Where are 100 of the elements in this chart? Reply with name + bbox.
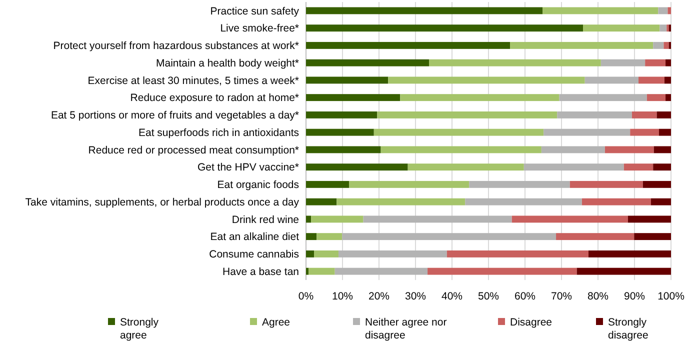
bar — [363, 216, 512, 223]
bar — [306, 250, 314, 258]
bar — [658, 128, 671, 136]
y-tick-label: Eat an alkaline diet — [210, 231, 300, 244]
bar — [559, 94, 647, 102]
bar — [428, 268, 577, 275]
bar — [632, 111, 657, 118]
bar — [542, 7, 658, 14]
bar — [306, 198, 337, 206]
y-tick-label: Reduce red or processed meat consumption* — [88, 144, 299, 156]
y-tick-label: Have a base tan — [222, 266, 300, 278]
bar — [446, 250, 589, 258]
bar — [570, 180, 643, 188]
x-tick-label: 80% — [587, 290, 609, 303]
bar — [583, 24, 660, 32]
bar — [638, 76, 664, 84]
bar — [584, 76, 639, 84]
bar — [656, 111, 671, 118]
bar — [380, 146, 542, 154]
bar — [557, 111, 632, 118]
bar — [306, 268, 309, 275]
x-tick-label: 20% — [368, 290, 390, 303]
bar — [314, 250, 338, 258]
bar — [306, 164, 408, 171]
bar — [308, 268, 335, 275]
bar — [600, 59, 646, 66]
bar — [556, 233, 634, 240]
bar — [306, 24, 584, 32]
bar — [658, 7, 668, 14]
bar — [334, 268, 428, 275]
y-tick-label: Maintain a health body weight* — [156, 57, 299, 70]
bar — [306, 180, 350, 188]
bar — [377, 111, 558, 118]
bar — [306, 7, 543, 14]
bar — [582, 198, 651, 206]
bar — [653, 164, 671, 171]
bar — [306, 111, 378, 118]
bar — [604, 146, 654, 154]
x-tick-label: 40% — [441, 290, 463, 303]
bar — [306, 128, 374, 136]
bar — [524, 164, 624, 171]
x-tick-label: 90% — [624, 290, 646, 303]
x-tick-label: 60% — [514, 290, 536, 303]
bar — [400, 94, 560, 102]
legend-label: Strongly agree — [120, 316, 160, 342]
y-tick-label: Take vitamins, supplements, or herbal products once a day — [25, 196, 300, 208]
bar — [645, 59, 666, 66]
bar — [588, 250, 671, 258]
x-tick-label: 70% — [550, 290, 572, 303]
y-tick-label: Reduce exposure to radon at home* — [130, 92, 299, 104]
x-tick-label: 0% — [298, 290, 314, 303]
bar — [642, 180, 671, 188]
bar — [660, 24, 667, 32]
y-tick-label: Practice sun safety — [210, 5, 300, 18]
bar — [664, 76, 671, 84]
legend-label: Agree — [262, 316, 290, 329]
bar — [646, 94, 666, 102]
y-tick-label: Consume cannabis — [209, 248, 299, 261]
bar — [306, 94, 400, 102]
bar — [342, 233, 556, 240]
x-tick-label: 10% — [332, 290, 354, 303]
bar — [666, 59, 671, 66]
bar — [306, 216, 312, 223]
y-tick-label: Live smoke-free* — [220, 22, 299, 35]
y-tick-label: Drink red wine — [232, 214, 300, 226]
bar — [469, 180, 570, 188]
legend-label: Disagree — [510, 316, 552, 329]
x-tick-label: 30% — [404, 290, 426, 303]
bar — [374, 128, 544, 136]
bar — [634, 233, 671, 240]
y-tick-label: Eat organic foods — [217, 179, 299, 192]
y-tick-label: Get the HPV vaccine* — [197, 162, 299, 174]
bar — [653, 42, 664, 49]
bar — [544, 128, 630, 136]
bar — [311, 216, 364, 223]
bar — [666, 94, 671, 102]
bar — [510, 42, 654, 49]
legend-label: Strongly disagree — [608, 316, 648, 342]
bar — [628, 216, 671, 223]
y-tick-label: Exercise at least 30 minutes, 5 times a week* — [88, 74, 299, 87]
bar — [408, 164, 524, 171]
bar — [306, 59, 430, 66]
x-tick-label: 50% — [478, 290, 500, 303]
bar — [668, 7, 671, 14]
bar — [336, 198, 466, 206]
bar — [654, 146, 671, 154]
bar — [306, 76, 388, 84]
x-tick-label: 100% — [658, 290, 684, 303]
legend-label: Neither agree nor disagree — [365, 316, 448, 342]
bar — [664, 42, 669, 49]
bar — [650, 198, 671, 206]
bar — [306, 146, 381, 154]
bar — [429, 59, 601, 66]
bar — [624, 164, 654, 171]
y-tick-label: Eat superfoods rich in antioxidants — [138, 126, 299, 139]
bar — [465, 198, 582, 206]
y-tick-label: Eat 5 portions or more of fruits and vegetables a day* — [50, 110, 299, 122]
bar — [349, 180, 470, 188]
bar — [338, 250, 447, 258]
bar — [630, 128, 659, 136]
